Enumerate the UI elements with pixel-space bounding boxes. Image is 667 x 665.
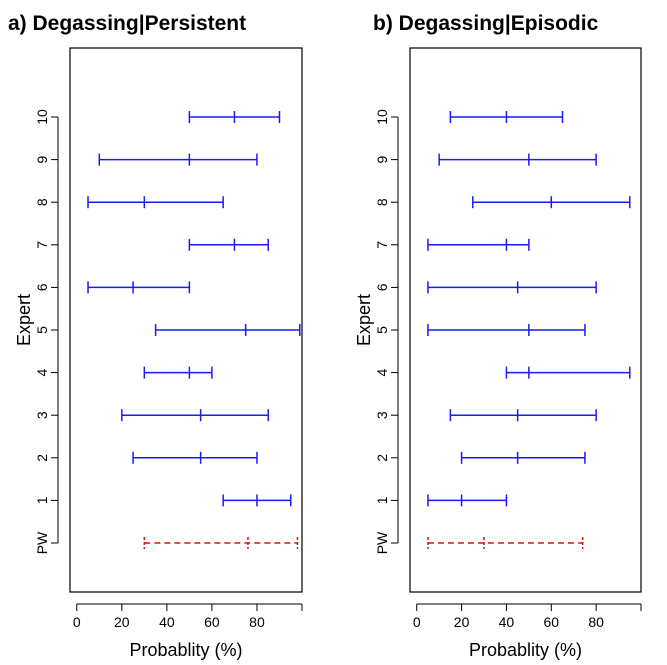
- y-tick-label: 5: [374, 326, 390, 334]
- y-tick-label: 4: [34, 368, 50, 376]
- y-tick-label: 9: [374, 155, 390, 163]
- y-tick-label: 1: [374, 496, 390, 504]
- x-tick-label: 60: [544, 614, 560, 630]
- error-bar: [121, 409, 269, 422]
- error-bar: [427, 494, 508, 507]
- x-tick-label: 80: [588, 614, 604, 630]
- error-bar: [438, 153, 597, 166]
- y-tick-label: 7: [34, 241, 50, 249]
- error-bar: [427, 281, 597, 294]
- error-bar: [98, 153, 258, 166]
- panel-b: b) Degassing|Episodic 0 20 40 60 80 Probablity…: [354, 12, 642, 660]
- y-tick-label: 1: [34, 496, 50, 504]
- y-axis-label: Expert: [14, 294, 34, 346]
- y-tick-label: 3: [374, 411, 390, 419]
- error-bar: [449, 111, 564, 123]
- x-tick-label: 40: [499, 614, 515, 630]
- error-bar: [505, 366, 631, 379]
- panel-a: a) Degassing|Persistent 0 20 40 60 80 Probabli…: [8, 12, 303, 660]
- y-tick-label: PW: [374, 531, 390, 554]
- y-tick-label: 10: [374, 109, 390, 125]
- x-tick-label: 40: [159, 614, 175, 630]
- error-bar: [188, 238, 269, 251]
- error-bar: [143, 366, 213, 379]
- y-tick-label: 10: [34, 109, 50, 125]
- error-bar: [143, 537, 299, 549]
- error-bar: [449, 409, 597, 422]
- x-tick-label: 0: [73, 614, 81, 630]
- y-axis-label: Expert: [354, 294, 374, 346]
- error-bar: [222, 494, 292, 507]
- y-tick-label: 4: [374, 368, 390, 376]
- plot-frame: [409, 47, 642, 593]
- x-tick-label: 60: [204, 614, 220, 630]
- y-tick-label: 2: [34, 454, 50, 462]
- error-bar: [427, 324, 586, 336]
- error-bar: [132, 451, 258, 464]
- y-tick-label: 9: [34, 155, 50, 163]
- x-axis-label: Probablity (%): [129, 640, 242, 660]
- x-tick-label: 20: [454, 614, 470, 630]
- error-bar: [472, 196, 631, 209]
- plot-frame: [69, 47, 303, 593]
- y-tick-label: 6: [374, 283, 390, 291]
- y-tick-label: 8: [34, 198, 50, 206]
- y-tick-label: 2: [374, 454, 390, 462]
- y-tick-label: 3: [34, 411, 50, 419]
- error-bar: [427, 238, 530, 251]
- y-tick-label: 5: [34, 326, 50, 334]
- error-bar: [188, 111, 281, 123]
- error-bar: [154, 324, 301, 336]
- error-bar: [87, 196, 224, 209]
- y-tick-label: 6: [34, 283, 50, 291]
- x-tick-label: 80: [249, 614, 265, 630]
- error-bar: [460, 451, 586, 464]
- x-tick-label: 20: [114, 614, 130, 630]
- error-bar: [87, 281, 191, 294]
- error-bar: [427, 537, 584, 549]
- panel-title: a) Degassing|Persistent: [8, 12, 246, 35]
- y-tick-label: 8: [374, 198, 390, 206]
- x-axis-label: Probablity (%): [469, 640, 582, 660]
- x-tick-label: 0: [413, 614, 421, 630]
- y-tick-label: 7: [374, 241, 390, 249]
- panel-title: b) Degassing|Episodic: [373, 12, 599, 35]
- y-tick-label: PW: [34, 531, 50, 554]
